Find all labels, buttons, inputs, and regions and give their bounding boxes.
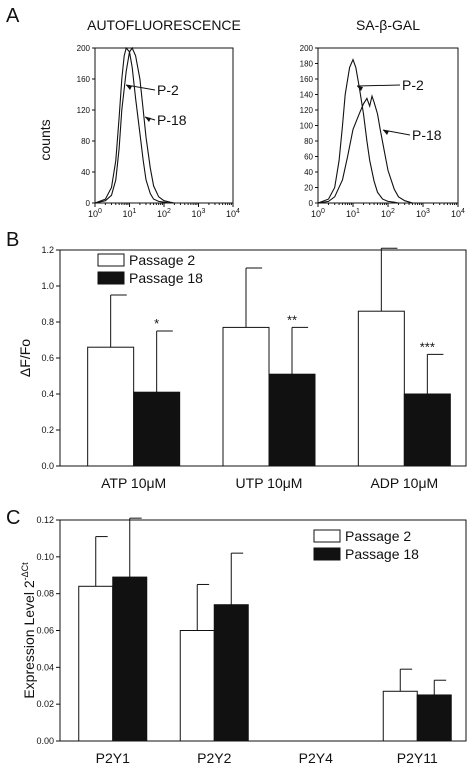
bar-passage-2 [222,326,270,467]
y-axis-label: Expression Level 2-ΔCt [20,562,37,699]
panel-letter-a: A [6,5,20,27]
y-tick-label: 80 [304,137,313,146]
y-tick-label: 80 [81,137,90,146]
panel-letter-c: C [6,507,20,529]
bar-passage-2 [357,310,405,467]
histogram-title: AUTOFLUORESCENCE [87,17,241,33]
y-tick-label: 0.12 [36,515,54,525]
bar-passage-18 [112,576,148,742]
legend-label: Passage 18 [345,546,419,562]
y-tick-label: 120 [300,106,314,115]
y-tick-label: 140 [300,91,314,100]
legend-swatch-passage-18 [97,271,125,285]
x-tick-label: 102 [381,208,395,219]
annotation-arrowhead [357,86,363,91]
x-tick-label: 101 [346,208,360,219]
y-tick-label: 160 [77,75,91,84]
bar-passage-18 [403,393,451,467]
bar-chart-calcium-response: 0.0 0.2 0.4 0.6 0.8 1.0 1.2 ΔF/Fo ATP 10μM * UTP 1… [17,245,467,491]
y-tick-label: 0.6 [41,353,54,363]
category-label: ADP 10μM [370,475,438,491]
histogram-autofluorescence: AUTOFLUORESCENCE 0 40 80 120 160 200 100 101 102 1… [77,17,241,219]
bar-passage-18 [268,373,316,467]
y-tick-label: 200 [77,44,91,53]
category-label: P2Y4 [299,750,333,766]
y-axis-label: ΔF/Fo [17,339,33,377]
histogram-line-p-2 [94,46,171,204]
y-tick-label: 0.06 [36,626,54,636]
y-tick-label: 0.00 [36,736,54,746]
significance-marker: *** [420,339,435,354]
y-tick-label: 200 [300,44,314,53]
y-tick-label: 1.2 [41,245,54,255]
y-tick-label: 0.8 [41,317,54,327]
y-tick-label: 180 [300,60,314,69]
legend-label: Passage 18 [129,270,203,286]
significance-marker: * [154,316,159,331]
significance-marker: ** [287,312,297,327]
y-tick-label: 1.0 [41,281,54,291]
annotation-arrowhead [145,117,151,122]
x-tick-label: 102 [157,208,171,219]
annotation-arrow [356,84,401,87]
bar-passage-2 [179,630,215,742]
histogram-title: SA-β-GAL [356,17,420,33]
histogram-line-p-18 [317,94,413,204]
legend-label: Passage 2 [129,252,195,268]
annotation-label: P-18 [412,127,442,143]
histogram-line-p-18 [94,46,175,204]
x-tick-label: 100 [311,208,325,219]
y-tick-label: 100 [300,122,314,131]
bar-passage-2 [382,690,418,742]
y-tick-label: 0 [86,199,91,208]
legend-label: Passage 2 [345,528,411,544]
category-label: P2Y1 [96,750,130,766]
y-tick-label: 160 [300,75,314,84]
legend-swatch-passage-2 [313,529,341,543]
y-tick-label: 20 [304,184,313,193]
category-label: P2Y11 [397,750,438,766]
x-tick-label: 100 [88,208,102,219]
bar-passage-2 [87,346,135,467]
y-tick-label: 40 [81,168,90,177]
y-tick-label: 0.08 [36,589,54,599]
counts-axis-label: counts [37,119,53,160]
y-tick-label: 60 [304,153,313,162]
category-label: ATP 10μM [101,475,166,491]
annotation-label: P-2 [402,77,424,93]
y-tick-label: 0.4 [41,389,54,399]
plot-frame [317,47,459,204]
x-tick-label: 101 [123,208,137,219]
annotation-arrowhead [383,130,389,135]
x-tick-label: 104 [451,208,465,219]
x-tick-label: 103 [416,208,430,219]
y-tick-label: 120 [77,106,91,115]
legend-swatch-passage-18 [313,547,341,561]
annotation-arrowhead [126,85,132,90]
panel-letter-b: B [6,229,19,251]
bar-chart-expression-level: 0.00 0.02 0.04 0.06 0.08 0.10 0.12 Expression L… [20,515,467,766]
y-tick-label: 0 [309,199,314,208]
category-label: P2Y2 [197,750,231,766]
y-tick-label: 0.02 [36,699,54,709]
annotation-label: P-18 [157,112,187,128]
x-tick-label: 103 [192,208,206,219]
y-tick-label: 0.2 [41,425,54,435]
category-label: UTP 10μM [236,475,303,491]
y-tick-label: 0.04 [36,662,54,672]
histogram-sa-beta-gal: SA-β-GAL 0 20 40 60 80 100 120 140 160 180 200 100 10… [300,17,465,219]
y-tick-label: 40 [304,168,313,177]
y-tick-label: 0.0 [41,461,54,471]
y-tick-label: 0.10 [36,552,54,562]
legend-swatch-passage-2 [97,253,125,267]
bar-passage-18 [416,694,452,742]
annotation-label: P-2 [157,82,179,98]
bar-passage-2 [78,585,114,742]
x-tick-label: 104 [226,208,240,219]
bar-passage-18 [213,604,249,742]
bar-passage-18 [133,391,181,467]
